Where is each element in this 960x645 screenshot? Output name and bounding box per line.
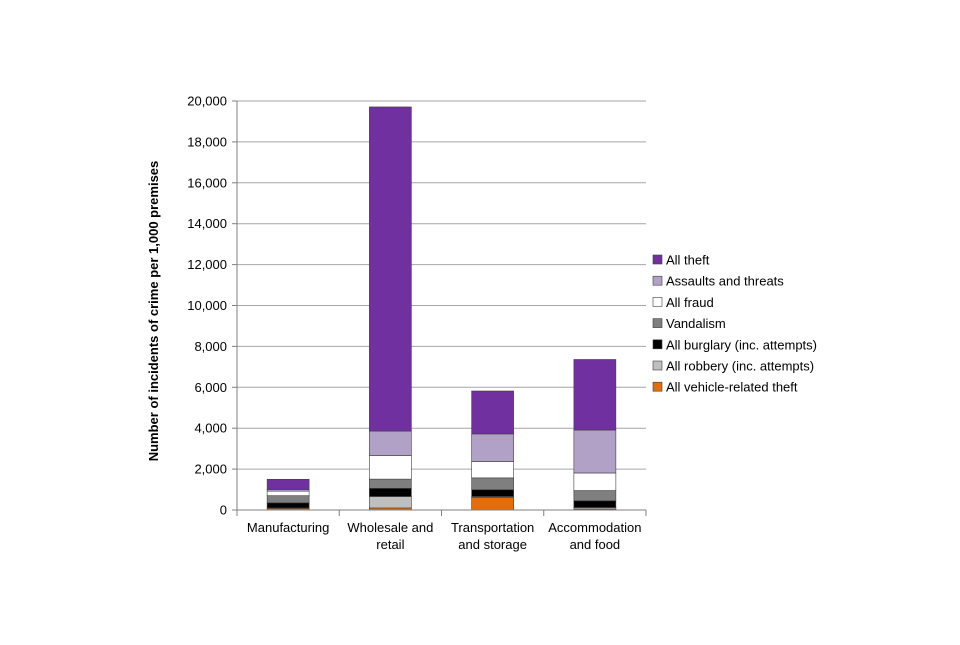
legend-label: Assaults and threats [666, 274, 784, 289]
legend-swatch [653, 340, 662, 349]
legend: All theft Assaults and threats All fraud Va… [653, 253, 817, 395]
bar-segment [472, 478, 514, 490]
legend-label: Vandalism [666, 316, 726, 331]
bar-segment [574, 501, 616, 508]
bar-segment [267, 479, 309, 489]
y-tick-label: 16,000 [187, 175, 227, 190]
bar-segment [574, 491, 616, 501]
bar-segment [369, 479, 411, 488]
bar-segment [369, 488, 411, 496]
legend-label: All fraud [666, 295, 714, 310]
bar-segment [369, 107, 411, 431]
y-tick-labels: 0 2,000 4,000 6,000 8,000 10,000 12,000 14,000 1… [187, 94, 227, 518]
bar-segment [574, 359, 616, 430]
bar-segment [369, 456, 411, 480]
y-axis-title: Number of incidents of crime per 1,000 p… [146, 161, 161, 462]
bar-segment [472, 391, 514, 434]
legend-label: All vehicle-related theft [666, 380, 798, 395]
bar-segment [574, 473, 616, 491]
legend-label: All burglary (inc. attempts) [666, 337, 817, 352]
legend-label: All robbery (inc. attempts) [666, 359, 814, 374]
y-tick-label: 8,000 [194, 339, 227, 354]
legend-swatch [653, 297, 662, 306]
bar-segment [267, 491, 309, 495]
y-tick-label: 0 [220, 503, 227, 518]
bars [267, 107, 616, 510]
y-tick-label: 18,000 [187, 134, 227, 149]
y-tick-label: 14,000 [187, 216, 227, 231]
x-category-label: Manufacturing [247, 520, 329, 535]
y-tick-label: 20,000 [187, 94, 227, 109]
bar-segment [472, 434, 514, 462]
legend-swatch [653, 319, 662, 328]
y-tick-label: 2,000 [194, 462, 227, 477]
legend-swatch [653, 276, 662, 285]
y-tick-label: 4,000 [194, 421, 227, 436]
legend-swatch [653, 382, 662, 391]
bar-segment [472, 490, 514, 497]
y-tick-label: 6,000 [194, 380, 227, 395]
legend-swatch [653, 361, 662, 370]
bar-segment [369, 497, 411, 508]
bar-segment [472, 462, 514, 478]
y-tick-label: 10,000 [187, 298, 227, 313]
y-tick-label: 12,000 [187, 257, 227, 272]
bar-segment [267, 496, 309, 503]
bar-segment [472, 497, 514, 510]
legend-label: All theft [666, 253, 710, 268]
bar-segment [369, 431, 411, 456]
bar-segment [574, 430, 616, 473]
bar-segment [267, 503, 309, 508]
legend-swatch [653, 255, 662, 264]
